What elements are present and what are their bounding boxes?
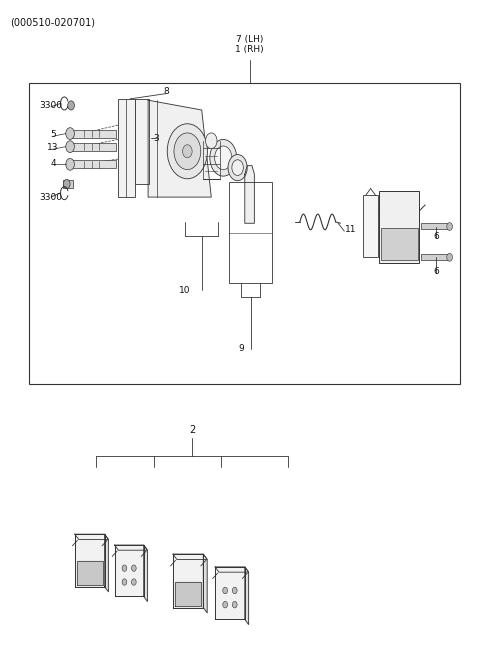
- Polygon shape: [245, 166, 254, 223]
- Text: 3300: 3300: [39, 193, 62, 201]
- Circle shape: [132, 565, 136, 571]
- Circle shape: [447, 222, 453, 230]
- Bar: [70, 130, 116, 138]
- Circle shape: [122, 579, 127, 585]
- Bar: [135, 99, 149, 184]
- Bar: [421, 223, 450, 229]
- Circle shape: [63, 179, 70, 188]
- Polygon shape: [203, 554, 207, 613]
- Polygon shape: [215, 567, 245, 619]
- Circle shape: [223, 587, 228, 594]
- Polygon shape: [215, 567, 249, 572]
- Bar: [63, 180, 73, 188]
- Polygon shape: [105, 534, 108, 592]
- Bar: [379, 190, 420, 262]
- Circle shape: [232, 160, 243, 175]
- Polygon shape: [175, 582, 201, 605]
- Circle shape: [210, 140, 237, 176]
- Polygon shape: [173, 554, 203, 607]
- Bar: [118, 99, 135, 197]
- Bar: [29, 83, 460, 384]
- Text: 11: 11: [345, 225, 357, 234]
- Polygon shape: [148, 100, 211, 197]
- Bar: [70, 143, 116, 151]
- Text: 3: 3: [154, 134, 159, 142]
- Text: (000510-020701): (000510-020701): [10, 17, 95, 27]
- Text: 7 (LH)
1 (RH): 7 (LH) 1 (RH): [235, 35, 264, 54]
- Circle shape: [215, 146, 232, 170]
- Circle shape: [182, 145, 192, 158]
- Text: 2: 2: [189, 424, 195, 435]
- Polygon shape: [75, 534, 105, 586]
- Text: 5: 5: [50, 131, 56, 139]
- Polygon shape: [173, 554, 207, 560]
- Circle shape: [122, 565, 127, 571]
- Text: 10: 10: [179, 285, 191, 295]
- Bar: [381, 228, 418, 260]
- Circle shape: [174, 133, 201, 170]
- Circle shape: [232, 602, 237, 608]
- Circle shape: [205, 133, 217, 149]
- Polygon shape: [77, 562, 103, 584]
- Bar: [363, 195, 378, 257]
- Text: 4: 4: [50, 159, 56, 167]
- Circle shape: [132, 579, 136, 585]
- Polygon shape: [115, 545, 144, 596]
- Bar: [421, 254, 450, 260]
- Circle shape: [66, 159, 74, 171]
- Polygon shape: [245, 567, 249, 625]
- Bar: [70, 161, 116, 169]
- Text: 8: 8: [163, 87, 168, 96]
- Text: 9: 9: [238, 344, 244, 354]
- Text: 6: 6: [433, 232, 439, 241]
- Circle shape: [447, 253, 453, 261]
- Circle shape: [223, 602, 228, 608]
- Text: 3300: 3300: [39, 101, 62, 110]
- Circle shape: [228, 155, 247, 180]
- Bar: [229, 182, 272, 283]
- Circle shape: [66, 141, 74, 153]
- Circle shape: [167, 124, 207, 178]
- Circle shape: [232, 587, 237, 594]
- Polygon shape: [115, 545, 147, 550]
- Polygon shape: [75, 534, 108, 539]
- Polygon shape: [144, 545, 147, 602]
- Circle shape: [68, 101, 74, 110]
- Text: 6: 6: [433, 266, 439, 276]
- Circle shape: [66, 128, 74, 140]
- Text: 13: 13: [47, 144, 58, 152]
